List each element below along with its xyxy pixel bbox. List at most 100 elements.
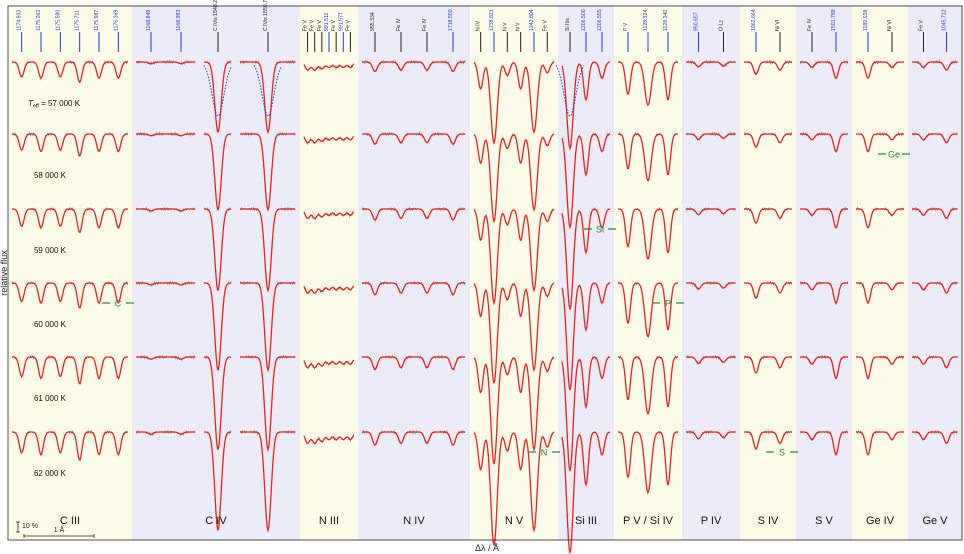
wavelength-scale-label: 1 Å	[54, 525, 65, 534]
line-id-label: Fe V	[542, 20, 548, 31]
panel-background	[614, 6, 682, 540]
model-spectrum	[136, 61, 196, 65]
line-id-label: Fe IV	[422, 18, 428, 31]
ion-label: N III	[319, 515, 339, 527]
model-spectrum	[856, 282, 904, 305]
ion-label: S IV	[758, 515, 779, 527]
marker-label: C	[115, 299, 122, 309]
model-spectrum	[800, 356, 848, 380]
model-spectrum	[362, 208, 466, 221]
model-spectrum	[12, 431, 128, 461]
model-spectrum	[744, 356, 792, 374]
model-spectrum	[303, 359, 355, 369]
model-spectrum	[561, 208, 611, 310]
model-spectrum	[618, 61, 678, 106]
model-spectrum	[912, 356, 958, 369]
teff-label: 60 000 K	[34, 320, 67, 329]
model-spectrum	[800, 133, 848, 153]
line-id-label: N IV	[476, 20, 482, 31]
panel-background	[796, 6, 852, 540]
model-spectrum	[136, 356, 196, 360]
model-spectrum	[686, 208, 736, 216]
model-spectrum	[618, 208, 678, 260]
teff-label: 59 000 K	[34, 246, 67, 255]
model-spectrum	[744, 61, 792, 76]
line-id-label: 1045.712	[942, 9, 948, 31]
model-spectrum	[473, 356, 555, 465]
y-axis-label: relative flux	[0, 250, 9, 296]
line-id-labels: 1174.933 1175.263 1175.590 1175.711 1175.987…	[17, 0, 948, 31]
model-spectrum	[744, 133, 792, 148]
model-spectrum	[240, 282, 296, 373]
line-id-label: 1128.324	[643, 10, 649, 31]
line-id-label: Fe V	[331, 20, 337, 31]
panel-background	[682, 6, 740, 540]
model-spectrum	[561, 282, 611, 391]
model-spectrum	[561, 431, 611, 554]
panel-background	[358, 6, 470, 540]
panel-background	[852, 6, 908, 540]
model-spectrum	[12, 208, 128, 234]
model-spectrum	[800, 431, 848, 456]
photospheric-model	[203, 65, 232, 117]
best-fit-marker: P	[652, 299, 684, 309]
panel-background	[200, 6, 236, 540]
ion-label: Si III	[575, 515, 597, 527]
line-id-label: P V	[623, 22, 629, 31]
line-id-label: O Lz	[719, 20, 725, 31]
model-spectrum	[686, 356, 736, 365]
line-id-label: Fe V	[303, 20, 309, 31]
line-id-label: 1175.590	[55, 10, 61, 31]
model-spectrum	[12, 356, 128, 385]
line-id-label: 1176.369	[113, 10, 119, 31]
best-fit-marker: Si	[584, 225, 616, 235]
photospheric-model	[253, 65, 282, 117]
ion-label: N V	[505, 515, 524, 527]
line-id-label: 1062.664	[751, 9, 757, 31]
model-spectrum	[240, 208, 296, 293]
model-spectrum	[240, 61, 296, 135]
teff-label: 62 000 K	[34, 469, 67, 478]
line-id-label: 1718.550	[448, 9, 454, 31]
model-spectrum	[473, 208, 555, 306]
model-spectrum	[686, 431, 736, 440]
line-id-label: 991.511	[324, 13, 330, 31]
line-id-label: Ni VI	[887, 20, 893, 31]
line-id-label: Ni VI	[775, 20, 781, 31]
model-spectrum	[12, 133, 128, 157]
marker-label: Ge	[888, 150, 900, 160]
plot-frame	[7, 5, 963, 541]
line-id-label: 1501.789	[831, 9, 837, 31]
model-spectrum	[136, 133, 196, 137]
model-spectrum	[561, 356, 611, 472]
model-spectrum	[618, 282, 678, 337]
line-id-label: Fe IV	[396, 18, 402, 31]
line-id-label: 1238.821	[489, 9, 495, 31]
model-spectrum	[744, 431, 792, 450]
wavelength-scale-bar	[23, 534, 95, 538]
best-fit-marker: C	[102, 299, 134, 309]
model-spectrum	[744, 208, 792, 225]
scale-bar: 10 % 1 Å	[16, 521, 95, 538]
model-spectrum	[303, 136, 355, 144]
model-spectrum	[12, 282, 128, 309]
line-id-marks	[21, 32, 947, 52]
model-spectrum	[912, 431, 958, 445]
model-spectrum	[686, 61, 736, 68]
model-spectrum	[912, 61, 958, 71]
model-spectrum	[303, 285, 355, 294]
best-fit-marker: S	[766, 448, 798, 458]
line-id-label: Fe V	[919, 20, 925, 31]
ion-label: P V / Si IV	[623, 515, 674, 527]
line-id-label: 1168.849	[146, 10, 152, 31]
model-spectrum	[800, 61, 848, 80]
line-id-label: 1206.555	[597, 9, 603, 31]
ion-label: P IV	[701, 515, 722, 527]
temperature-labels: Teff = 57 000 K 58 000 K 59 000 K 60 000 K 6…	[28, 99, 81, 478]
model-spectrum	[362, 61, 466, 73]
model-spectrum	[240, 431, 296, 533]
model-spectrum	[136, 208, 196, 212]
model-spectrum	[856, 133, 904, 153]
model-spectrum	[136, 282, 196, 286]
